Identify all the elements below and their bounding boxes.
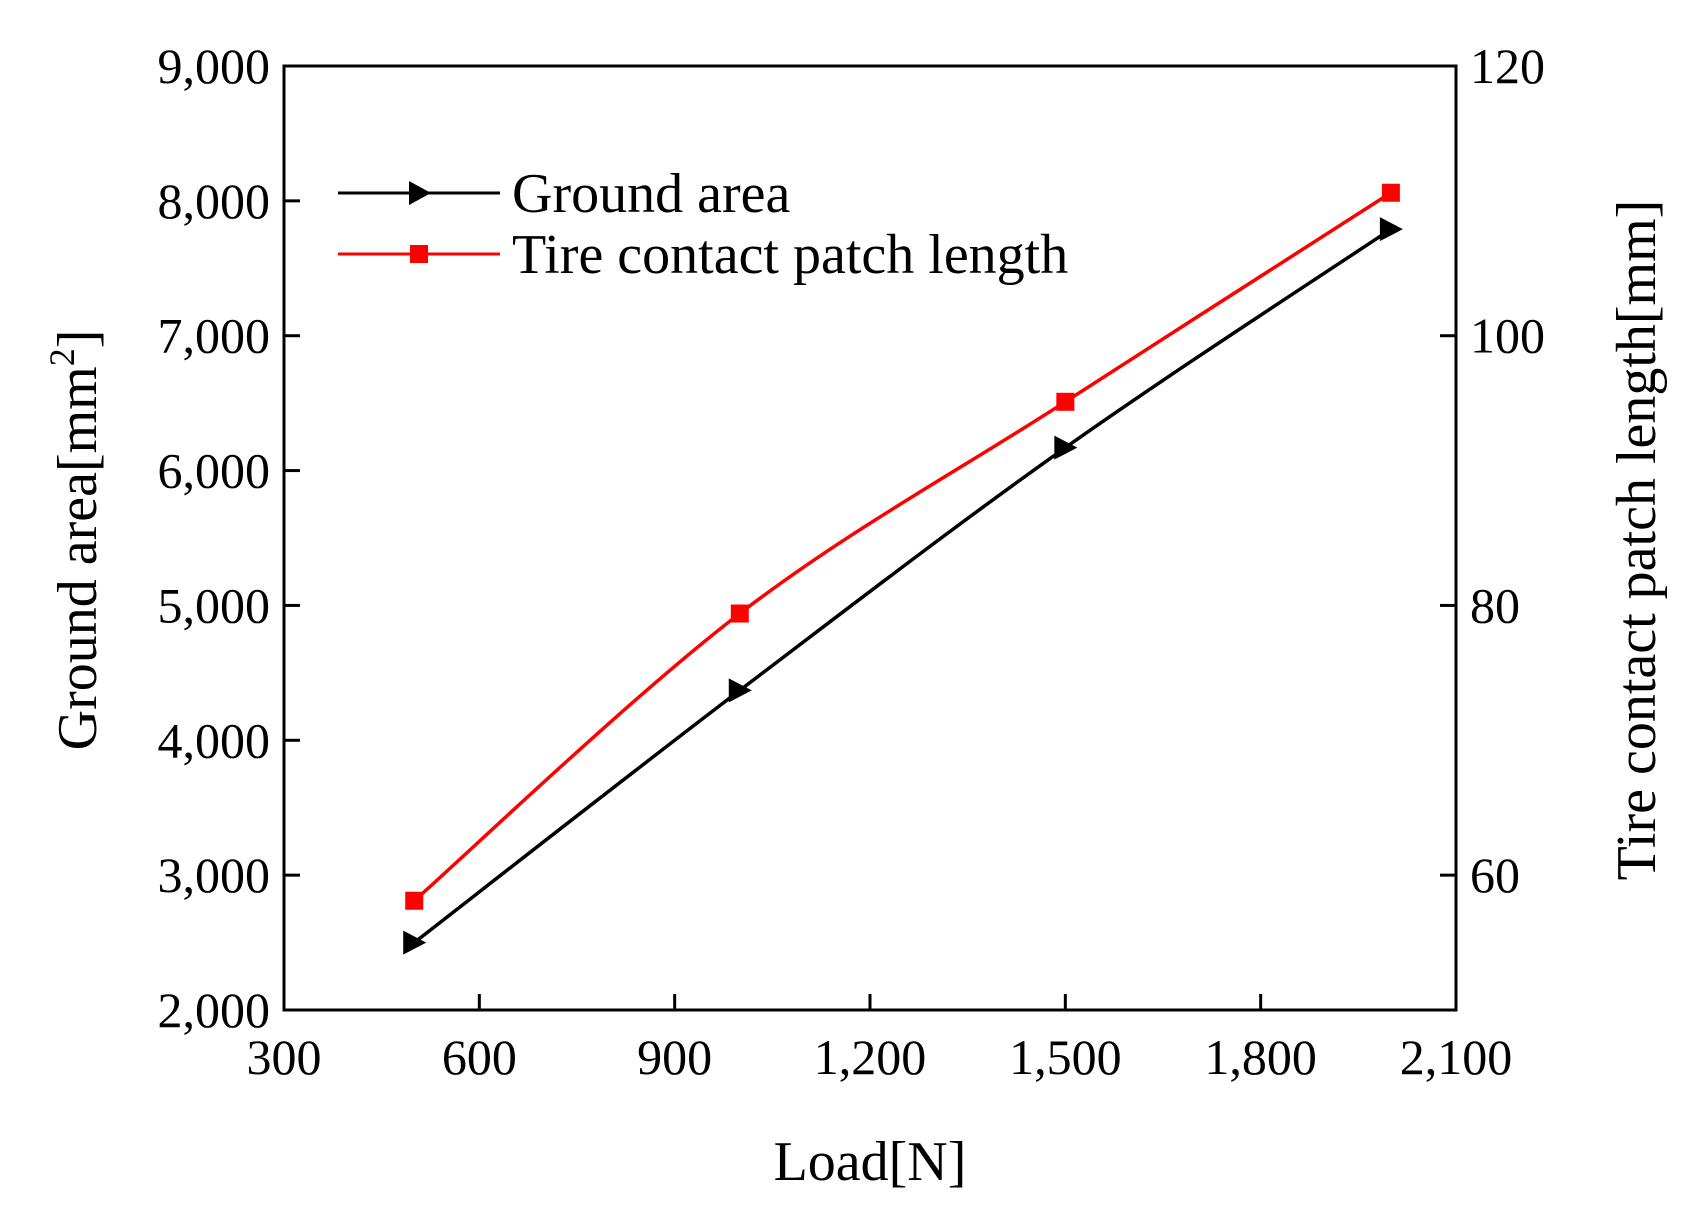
- left-y-tick-label: 9,000: [158, 38, 271, 94]
- left-y-axis-label-superscript: 2: [42, 348, 82, 366]
- right-y-tick-label: 60: [1470, 847, 1520, 903]
- left-y-tick-label: 3,000: [158, 847, 271, 903]
- legend-label-ground-area: Ground area: [512, 163, 790, 225]
- x-tick-label: 2,100: [1400, 1029, 1513, 1085]
- x-axis-label: Load[N]: [774, 1131, 967, 1193]
- legend-marker-tire-contact-patch-length: [410, 245, 428, 263]
- left-y-axis-label: Ground area[mm2]: [42, 330, 109, 751]
- right-y-tick-label: 100: [1470, 308, 1545, 364]
- data-point-ground-area: [1054, 435, 1078, 460]
- x-tick-label: 1,800: [1204, 1029, 1317, 1085]
- data-point-tire-contact-patch-length: [405, 891, 424, 910]
- legend-label-tire-contact-patch-length: Tire contact patch length: [512, 224, 1068, 286]
- data-point-ground-area: [1379, 217, 1403, 242]
- left-y-tick-label: 6,000: [158, 443, 271, 499]
- left-y-tick-label: 2,000: [158, 982, 271, 1038]
- data-point-tire-contact-patch-length: [730, 604, 749, 623]
- x-tick-label: 1,200: [814, 1029, 927, 1085]
- right-y-tick-label: 80: [1470, 577, 1520, 633]
- series-layer: [403, 183, 1403, 955]
- left-y-axis-label-suffix: ]: [47, 330, 109, 349]
- x-tick-label: 900: [637, 1029, 712, 1085]
- left-y-tick-label: 4,000: [158, 712, 271, 768]
- right-y-tick-label: 120: [1470, 38, 1545, 94]
- left-y-tick-label: 8,000: [158, 173, 271, 229]
- x-tick-label: 1,500: [1009, 1029, 1122, 1085]
- data-point-tire-contact-patch-length: [1056, 392, 1075, 411]
- left-y-axis-ticks: 2,000 3,000 4,000 5,000 6,000 7,000 8,000 9,000: [158, 38, 300, 1038]
- plot-frame: [282, 64, 1458, 1012]
- left-y-tick-label: 7,000: [158, 308, 271, 364]
- series-line-tire-contact-patch-length: [413, 191, 1392, 903]
- legend: Ground area Tire contact patch length: [338, 163, 1068, 286]
- left-y-tick-label: 5,000: [158, 577, 271, 633]
- x-tick-label: 600: [442, 1029, 517, 1085]
- legend-marker-ground-area: [409, 181, 431, 205]
- right-y-axis-ticks: 60 80 100 120: [1440, 38, 1545, 903]
- x-axis-ticks: 300 600 900 1,200 1,500 1,800 2,100: [247, 994, 1513, 1085]
- series-line-ground-area: [413, 227, 1392, 944]
- x-tick-label: 300: [247, 1029, 322, 1085]
- data-point-ground-area: [403, 930, 427, 955]
- data-point-tire-contact-patch-length: [1381, 183, 1400, 202]
- right-y-axis-label: Tire contact patch length[mm]: [1606, 200, 1668, 881]
- data-point-ground-area: [728, 678, 752, 703]
